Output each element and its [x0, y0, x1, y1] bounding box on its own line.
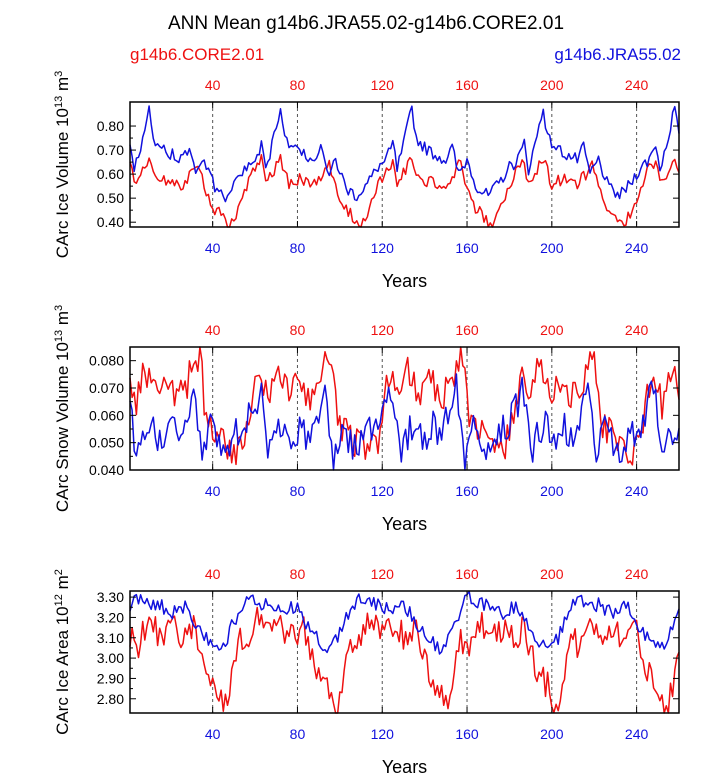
y-tick-label: 0.070: [89, 380, 124, 396]
x-tick-label: 200: [540, 483, 564, 499]
x-axis-label: Years: [382, 271, 427, 291]
x-tick-label-top: 160: [455, 77, 479, 93]
y-tick-label: 2.80: [97, 691, 124, 707]
panel-2: 0.040 0.050 0.060 0.070 0.080 40 40 80 80 120 120 1…: [53, 305, 680, 534]
plot-frame: [129, 590, 680, 714]
x-tick-label-top: 120: [371, 566, 395, 582]
x-tick-label-top: 200: [540, 77, 564, 93]
x-tick-label-top: 120: [371, 77, 395, 93]
x-tick-label-top: 40: [205, 77, 221, 93]
series-line-jra: [129, 373, 680, 471]
y-axis-label: CArc Ice Area 1012 m2: [53, 569, 72, 735]
x-tick-label-top: 160: [455, 322, 479, 338]
x-tick-label: 240: [625, 483, 649, 499]
x-tick-label-top: 240: [625, 566, 649, 582]
panels: 0.40 0.50 0.60 0.70 0.80 40 40 80 80 120 120 160 160…: [53, 71, 680, 775]
y-tick-label: 0.80: [97, 118, 124, 134]
x-tick-label: 160: [455, 240, 479, 256]
y-tick-label: 3.10: [97, 630, 124, 646]
x-tick-label-top: 240: [625, 77, 649, 93]
x-tick-label: 80: [290, 726, 306, 742]
figure-title: ANN Mean g14b6.JRA55.02-g14b6.CORE2.01: [168, 13, 564, 34]
plot-frame: [129, 346, 680, 471]
y-tick-label: 0.060: [89, 407, 124, 423]
x-tick-label: 120: [371, 240, 395, 256]
x-tick-label: 80: [290, 483, 306, 499]
y-tick-label: 0.050: [89, 435, 124, 451]
y-axis-label: CArc Snow Volume 1013 m3: [53, 305, 72, 512]
x-tick-label: 240: [625, 726, 649, 742]
x-tick-label-top: 160: [455, 566, 479, 582]
x-axis-label: Years: [382, 757, 427, 775]
panel-1: 0.40 0.50 0.60 0.70 0.80 40 40 80 80 120 120 160 160…: [53, 71, 680, 291]
series-line-core: [129, 346, 680, 466]
series-line-core: [129, 606, 680, 714]
x-tick-label: 160: [455, 483, 479, 499]
x-tick-label: 40: [205, 240, 221, 256]
x-tick-label: 120: [371, 726, 395, 742]
x-tick-label-top: 80: [290, 322, 306, 338]
x-tick-label-top: 40: [205, 566, 221, 582]
y-tick-label: 3.30: [97, 589, 124, 605]
x-tick-label-top: 120: [371, 322, 395, 338]
x-tick-label: 80: [290, 240, 306, 256]
x-tick-label: 240: [625, 240, 649, 256]
y-tick-label: 0.40: [97, 214, 124, 230]
x-tick-label-top: 80: [290, 77, 306, 93]
x-tick-label-top: 200: [540, 322, 564, 338]
y-axis-label: CArc Ice Volume 1013 m3: [53, 71, 72, 259]
y-tick-label: 3.20: [97, 609, 124, 625]
y-tick-label: 0.50: [97, 190, 124, 206]
series-line-jra: [129, 105, 680, 203]
y-tick-label: 2.90: [97, 670, 124, 686]
y-tick-label: 0.040: [89, 462, 124, 478]
x-tick-label-top: 80: [290, 566, 306, 582]
series-line-jra: [129, 590, 680, 655]
y-tick-label: 0.70: [97, 142, 124, 158]
x-tick-label-top: 40: [205, 322, 221, 338]
plot-frame: [129, 101, 680, 228]
legend-label-core: g14b6.CORE2.01: [130, 45, 264, 64]
x-tick-label: 40: [205, 483, 221, 499]
x-tick-label: 200: [540, 726, 564, 742]
panel-3: 2.80 2.90 3.00 3.10 3.20 3.30 40 40 80 80 120 120 16…: [53, 566, 680, 775]
x-tick-label: 40: [205, 726, 221, 742]
legend-label-jra: g14b6.JRA55.02: [554, 45, 681, 64]
series-line-core: [129, 153, 680, 228]
x-tick-label: 200: [540, 240, 564, 256]
x-tick-label-top: 240: [625, 322, 649, 338]
x-tick-label-top: 200: [540, 566, 564, 582]
y-tick-label: 3.00: [97, 650, 124, 666]
x-tick-label: 160: [455, 726, 479, 742]
y-tick-label: 0.60: [97, 166, 124, 182]
x-axis-label: Years: [382, 514, 427, 534]
x-tick-label: 120: [371, 483, 395, 499]
y-tick-label: 0.080: [89, 353, 124, 369]
